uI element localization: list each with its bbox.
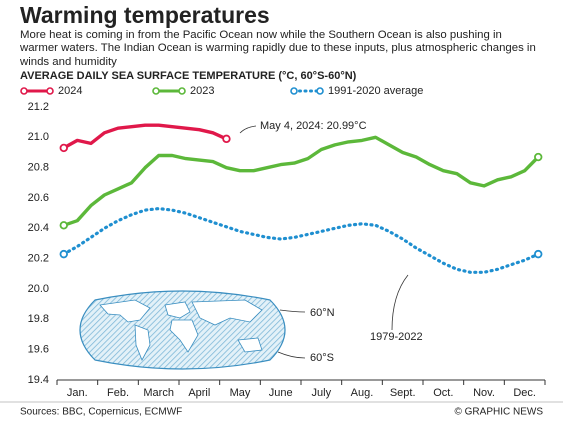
map-label: 60°N	[310, 307, 335, 319]
legend-label: 2023	[190, 85, 214, 97]
x-tick-label: Dec.	[513, 387, 536, 399]
legend-marker	[46, 87, 54, 95]
series-line	[63, 135, 540, 227]
end-marker	[59, 143, 68, 153]
x-tick-label: April	[188, 387, 210, 399]
legend-marker	[20, 87, 28, 95]
legend-marker	[290, 87, 298, 95]
legend-marker	[178, 87, 186, 95]
end-marker	[59, 221, 68, 230]
y-tick-label: 20.8	[28, 162, 49, 174]
world-map	[79, 125, 409, 370]
credit: © GRAPHIC NEWS	[455, 407, 544, 418]
chart-title: Warming temperatures	[20, 2, 270, 28]
legend-marker	[316, 87, 324, 95]
x-tick-label: Sept.	[390, 387, 416, 399]
y-tick-label: 21.2	[28, 101, 49, 113]
y-tick-label: 20.6	[28, 192, 49, 204]
x-tick-label: June	[269, 387, 293, 399]
legend-marker	[152, 87, 160, 95]
axis-title: AVERAGE DAILY SEA SURFACE TEMPERATURE (°…	[20, 70, 357, 82]
y-tick-label: 19.6	[28, 344, 49, 356]
x-tick-label: Jan.	[67, 387, 88, 399]
series-line	[62, 123, 228, 150]
y-tick-label: 20.0	[28, 283, 49, 295]
subtitle: More heat is coming in from the Pacific …	[20, 29, 536, 68]
legend-label: 2024	[58, 85, 82, 97]
x-tick-label: July	[312, 387, 332, 399]
y-tick-label: 19.8	[28, 313, 49, 325]
series-line	[62, 206, 540, 274]
y-tick-label: 19.4	[28, 374, 49, 386]
map-label: 60°S	[310, 352, 334, 364]
x-tick-label: Oct.	[433, 387, 453, 399]
end-marker	[222, 134, 231, 144]
x-tick-label: March	[143, 387, 174, 399]
annotation: 1979-2022	[370, 331, 423, 343]
y-tick-label: 21.0	[28, 131, 49, 143]
end-marker	[534, 249, 543, 259]
legend-label: 1991-2020 average	[328, 85, 423, 97]
y-tick-label: 20.2	[28, 253, 49, 265]
x-tick-label: May	[230, 387, 251, 399]
annotation: May 4, 2024: 20.99°C	[260, 120, 367, 132]
x-tick-label: Feb.	[107, 387, 129, 399]
x-tick-label: Aug.	[351, 387, 374, 399]
end-marker	[534, 152, 543, 162]
end-marker	[59, 249, 68, 259]
source: Sources: BBC, Copernicus, ECMWF	[20, 407, 182, 418]
y-tick-label: 20.4	[28, 222, 49, 234]
x-tick-label: Nov.	[473, 387, 495, 399]
